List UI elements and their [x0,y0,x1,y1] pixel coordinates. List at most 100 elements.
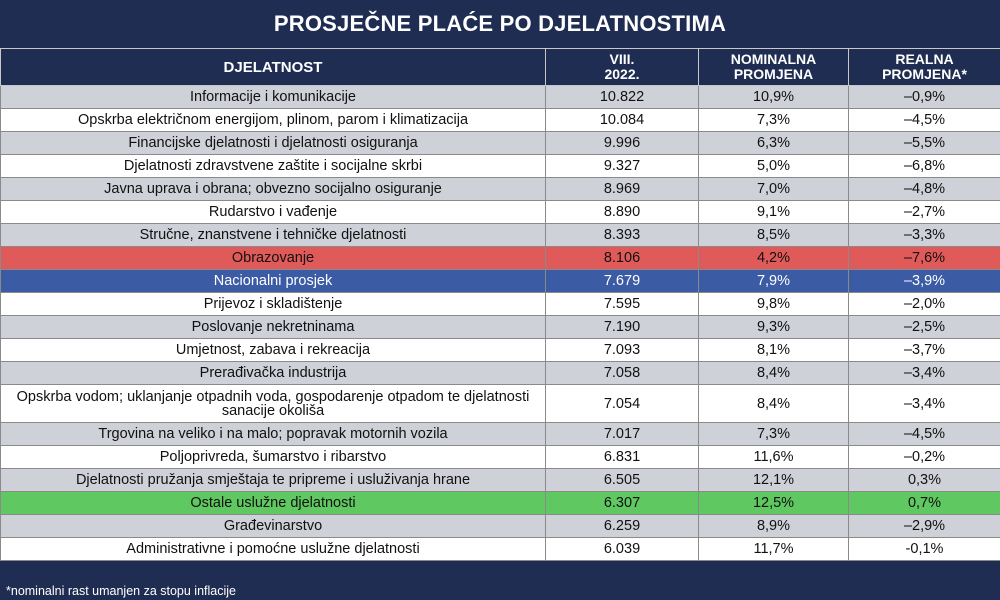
header-real-change: REALNA PROMJENA* [848,48,1000,86]
table-row: Rudarstvo i vađenje 8.890 9,1% –2,7% [0,200,1000,224]
cell-salary: 10.084 [545,108,699,132]
cell-activity: Rudarstvo i vađenje [0,200,546,224]
cell-real-change: –3,9% [848,269,1000,293]
table-row: Umjetnost, zabava i rekreacija 7.093 8,1% –… [0,338,1000,362]
table-row: Građevinarstvo 6.259 8,9% –2,9% [0,514,1000,538]
cell-real-change: –4,8% [848,177,1000,201]
cell-salary: 6.505 [545,468,699,492]
header-real-line2: PROMJENA* [882,66,967,82]
header-nominal-line1: NOMINALNA [730,51,817,67]
cell-nominal-change: 7,0% [698,177,849,201]
cell-real-change: –0,2% [848,445,1000,469]
cell-nominal-change: 8,4% [698,361,849,385]
table-row: Poljoprivreda, šumarstvo i ribarstvo 6.83… [0,445,1000,469]
cell-activity: Administrativne i pomoćne uslužne djelat… [0,537,546,561]
cell-nominal-change: 9,1% [698,200,849,224]
table-row: Prerađivačka industrija 7.058 8,4% –3,4% [0,361,1000,385]
cell-salary: 6.307 [545,491,699,515]
header-period-line1: VIII. [609,51,635,67]
cell-nominal-change: 8,1% [698,338,849,362]
cell-activity: Poslovanje nekretninama [0,315,546,339]
cell-real-change: –4,5% [848,422,1000,446]
table-row: Informacije i komunikacije 10.822 10,9% –0,… [0,85,1000,109]
cell-activity: Nacionalni prosjek [0,269,546,293]
cell-real-change: –7,6% [848,246,1000,270]
table-row: Financijske djelatnosti i djelatnosti os… [0,131,1000,155]
cell-nominal-change: 8,4% [698,384,849,423]
cell-activity: Informacije i komunikacije [0,85,546,109]
cell-real-change: –3,3% [848,223,1000,247]
table-row: Opskrba električnom energijom, plinom, p… [0,108,1000,132]
cell-nominal-change: 4,2% [698,246,849,270]
cell-real-change: –2,7% [848,200,1000,224]
cell-salary: 8.969 [545,177,699,201]
cell-activity: Trgovina na veliko i na malo; popravak m… [0,422,546,446]
cell-salary: 7.054 [545,384,699,423]
table-row: Trgovina na veliko i na malo; popravak m… [0,422,1000,446]
table-row: Djelatnosti pružanja smještaja te pripre… [0,468,1000,492]
cell-nominal-change: 12,1% [698,468,849,492]
cell-nominal-change: 7,9% [698,269,849,293]
cell-real-change: –2,0% [848,292,1000,316]
cell-salary: 7.093 [545,338,699,362]
cell-activity: Prerađivačka industrija [0,361,546,385]
cell-real-change: –3,7% [848,338,1000,362]
cell-real-change: –0,9% [848,85,1000,109]
cell-activity: Poljoprivreda, šumarstvo i ribarstvo [0,445,546,469]
cell-real-change: –3,4% [848,384,1000,423]
page-title: PROSJEČNE PLAĆE PO DJELATNOSTIMA [273,11,727,36]
cell-nominal-change: 11,7% [698,537,849,561]
table-header-row: DJELATNOST VIII. 2022. NOMINALNA PROMJEN… [0,48,1000,86]
cell-nominal-change: 8,5% [698,223,849,247]
cell-nominal-change: 9,8% [698,292,849,316]
table-row: Djelatnosti zdravstvene zaštite i socija… [0,154,1000,178]
table-row: Stručne, znanstvene i tehničke djelatnos… [0,223,1000,247]
cell-activity: Javna uprava i obrana; obvezno socijalno… [0,177,546,201]
header-period-line2: 2022. [604,66,640,82]
table-row: Nacionalni prosjek 7.679 7,9% –3,9% [0,269,1000,293]
cell-nominal-change: 7,3% [698,108,849,132]
cell-salary: 7.679 [545,269,699,293]
cell-activity: Stručne, znanstvene i tehničke djelatnos… [0,223,546,247]
table-row: Obrazovanje 8.106 4,2% –7,6% [0,246,1000,270]
cell-activity: Ostale uslužne djelatnosti [0,491,546,515]
cell-real-change: 0,7% [848,491,1000,515]
header-real-line1: REALNA [895,51,954,67]
footnote: *nominalni rast umanjen za stopu inflaci… [6,584,236,598]
cell-salary: 6.259 [545,514,699,538]
cell-activity: Umjetnost, zabava i rekreacija [0,338,546,362]
header-nominal-change: NOMINALNA PROMJENA [698,48,849,86]
cell-real-change: –4,5% [848,108,1000,132]
cell-salary: 7.595 [545,292,699,316]
cell-salary: 6.831 [545,445,699,469]
cell-real-change: –5,5% [848,131,1000,155]
cell-nominal-change: 8,9% [698,514,849,538]
cell-nominal-change: 11,6% [698,445,849,469]
cell-salary: 8.890 [545,200,699,224]
cell-activity: Financijske djelatnosti i djelatnosti os… [0,131,546,155]
cell-activity: Djelatnosti pružanja smještaja te pripre… [0,468,546,492]
cell-activity: Opskrba vodom; uklanjanje otpadnih voda,… [0,384,546,423]
cell-salary: 10.822 [545,85,699,109]
table-row: Opskrba vodom; uklanjanje otpadnih voda,… [0,384,1000,423]
cell-salary: 7.058 [545,361,699,385]
cell-activity: Djelatnosti zdravstvene zaštite i socija… [0,154,546,178]
table-row: Poslovanje nekretninama 7.190 9,3% –2,5% [0,315,1000,339]
cell-activity: Obrazovanje [0,246,546,270]
header-period: VIII. 2022. [545,48,699,86]
table-row: Ostale uslužne djelatnosti 6.307 12,5% 0,7% [0,491,1000,515]
salary-table: DJELATNOST VIII. 2022. NOMINALNA PROMJEN… [0,48,1000,561]
table-row: Javna uprava i obrana; obvezno socijalno… [0,177,1000,201]
cell-activity: Građevinarstvo [0,514,546,538]
cell-salary: 9.327 [545,154,699,178]
header-nominal-line2: PROMJENA [733,66,814,82]
cell-real-change: –2,9% [848,514,1000,538]
cell-salary: 8.106 [545,246,699,270]
cell-nominal-change: 6,3% [698,131,849,155]
cell-real-change: –2,5% [848,315,1000,339]
cell-nominal-change: 7,3% [698,422,849,446]
cell-salary: 6.039 [545,537,699,561]
cell-real-change: -0,1% [848,537,1000,561]
table-row: Administrativne i pomoćne uslužne djelat… [0,537,1000,561]
